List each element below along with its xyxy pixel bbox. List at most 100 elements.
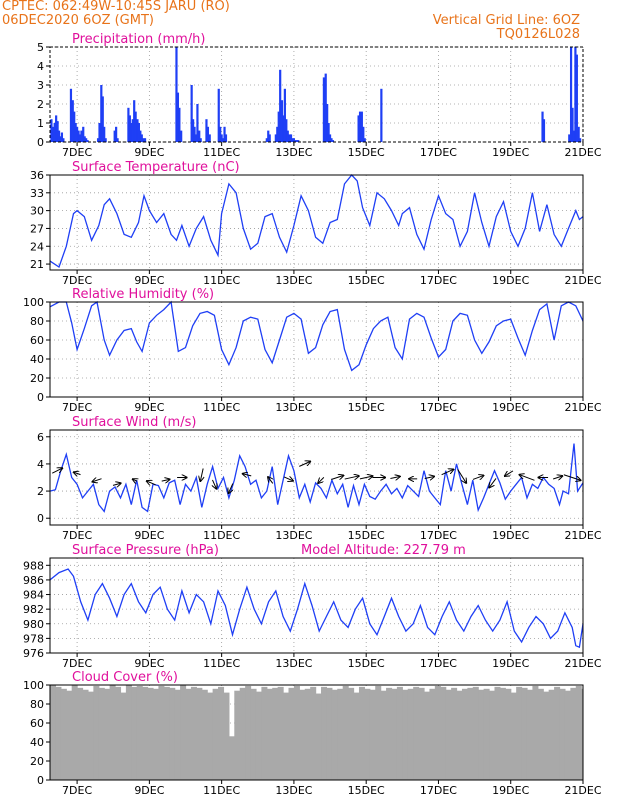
y-tick-label: 20 — [30, 755, 44, 768]
precip-bar — [55, 115, 58, 142]
cloud-bar — [174, 689, 181, 780]
cloud-bar — [402, 689, 409, 780]
precip-bar — [575, 54, 578, 142]
precip-bar — [280, 100, 284, 142]
cloud-bar — [245, 685, 252, 780]
x-tick-label: 15DEC — [348, 784, 385, 797]
y-tick-label: 3 — [37, 79, 44, 92]
precip-bar — [193, 126, 196, 142]
precip-bar — [541, 111, 544, 142]
cloud-bar — [467, 687, 474, 780]
x-tick-label: 9DEC — [134, 274, 164, 287]
panel-4: Surface Pressure (hPa) Model Altitude: 22… — [23, 543, 602, 670]
y-tick-label: 60 — [30, 717, 44, 730]
cloud-bar — [142, 686, 149, 780]
cloud-bar — [413, 686, 420, 780]
cloud-bar — [424, 691, 431, 780]
panel-frame — [49, 46, 584, 143]
precip-bar — [50, 119, 53, 142]
cloud-bar — [207, 692, 214, 780]
cloud-bar — [451, 687, 458, 780]
wind-arrow — [200, 468, 203, 481]
cloud-bar — [77, 687, 84, 780]
y-tick-label: 976 — [23, 647, 44, 660]
cloud-bar — [98, 687, 105, 780]
cloud-bar — [575, 685, 582, 780]
header-datetime: 06DEC2020 6OZ (GMT) — [2, 13, 154, 28]
cloud-bar — [516, 686, 523, 780]
x-tick-label: 21DEC — [564, 529, 601, 542]
cloud-bar — [125, 685, 132, 780]
y-tick-label: 40 — [30, 736, 44, 749]
panel-frame — [49, 557, 584, 654]
panel-title: Surface Pressure (hPa) — [72, 543, 219, 558]
cloud-bar — [131, 686, 138, 780]
cloud-bar — [104, 688, 111, 780]
precip-bar — [133, 100, 136, 142]
cloud-bar — [55, 686, 62, 780]
precip-bar — [196, 104, 199, 142]
cloud-bar — [386, 687, 393, 780]
precip-bar — [208, 134, 211, 142]
y-tick-label: 30 — [30, 205, 44, 218]
y-tick-label: 2 — [37, 98, 44, 111]
x-tick-label: 13DEC — [275, 274, 312, 287]
precip-bar — [279, 69, 282, 142]
precip-bar — [219, 126, 222, 142]
precip-bar — [53, 123, 56, 142]
precip-bar — [571, 107, 574, 142]
x-tick-label: 15DEC — [348, 401, 385, 414]
cloud-bar — [581, 688, 583, 780]
wind-arrow — [147, 481, 156, 485]
panel-5: Cloud Cover (%) 0 20 40 60 80 100 7DEC 9DEC 11DEC… — [23, 670, 602, 797]
cloud-bar — [169, 687, 176, 780]
precip-bar — [142, 138, 145, 142]
wind-arrow — [457, 469, 466, 483]
wind-arrow — [424, 476, 434, 478]
x-tick-label: 17DEC — [420, 529, 457, 542]
y-tick-label: 982 — [23, 603, 44, 616]
x-tick-label: 15DEC — [348, 529, 385, 542]
precip-bar — [62, 138, 65, 142]
x-tick-label: 19DEC — [492, 657, 529, 670]
precip-bar — [285, 119, 288, 142]
y-tick-label: 24 — [30, 240, 44, 253]
wind-arrow — [519, 475, 535, 481]
precip-bar — [206, 126, 210, 142]
wind-arrow — [243, 474, 252, 476]
x-tick-label: 11DEC — [203, 657, 240, 670]
precip-bar — [360, 111, 363, 142]
cloud-bar — [136, 685, 143, 780]
wind-arrow — [318, 477, 325, 483]
precip-bar — [577, 126, 580, 142]
precip-bar — [327, 123, 330, 142]
y-tick-label: 0 — [37, 136, 44, 149]
cloud-bar — [445, 689, 452, 780]
precip-bar — [104, 138, 107, 142]
precip-bar — [130, 123, 133, 142]
panel-frame — [49, 301, 584, 398]
precip-bar — [199, 138, 202, 142]
precip-bar — [86, 140, 89, 142]
cloud-bar — [196, 687, 203, 780]
precip-bar — [205, 119, 208, 142]
panel-annotation: Model Altitude: 227.79 m — [301, 543, 466, 558]
y-tick-label: 40 — [30, 353, 44, 366]
y-tick-label: 0 — [37, 391, 44, 404]
y-tick-label: 80 — [30, 698, 44, 711]
precip-bar — [60, 132, 64, 142]
y-tick-label: 33 — [30, 187, 44, 200]
precip-bar — [357, 115, 360, 142]
cloud-bar — [353, 692, 360, 780]
x-tick-label: 7DEC — [62, 529, 92, 542]
precip-bar — [74, 123, 77, 142]
cloud-bar — [190, 686, 197, 780]
panel-3: Surface Wind (m/s) 0 2 4 6 7DEC 9DEC 11DEC 13DEC… — [37, 415, 602, 542]
precip-bar — [116, 138, 119, 142]
panel-0: Precipitation (mm/h) 0 1 2 3 4 5 7DEC 9DEC 11DEC 1… — [37, 32, 602, 159]
precip-bar — [542, 119, 546, 142]
cloud-bar — [510, 692, 517, 780]
wind-arrow — [552, 476, 562, 479]
x-tick-label: 13DEC — [275, 784, 312, 797]
cloud-bar — [315, 693, 322, 780]
